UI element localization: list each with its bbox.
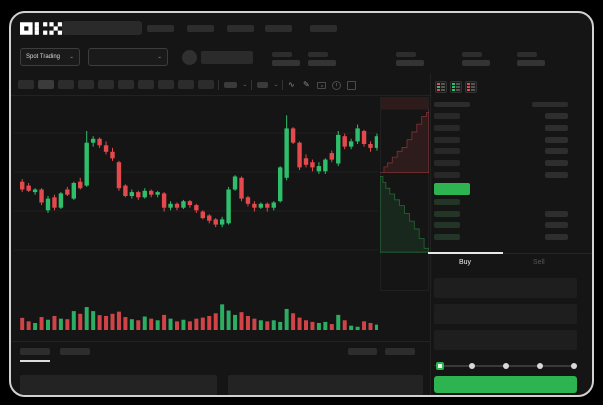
- chevron-down-icon: ⌄: [156, 54, 162, 60]
- fullscreen-icon[interactable]: [347, 81, 356, 90]
- nav-item-1[interactable]: [147, 25, 174, 32]
- stat-label-2: [308, 52, 328, 57]
- coin-icon: [182, 50, 197, 65]
- ask-amount-6: [545, 172, 568, 178]
- ask-price-6: [434, 172, 460, 178]
- slider-handle[interactable]: [436, 362, 444, 370]
- bottom-action-1[interactable]: [348, 348, 377, 355]
- market-type-selector[interactable]: Spot Trading ⌄: [20, 48, 80, 66]
- book-asks-icon[interactable]: [465, 81, 477, 93]
- bottom-tab-2[interactable]: [60, 348, 90, 355]
- bid-amount-3: [545, 222, 568, 229]
- bid-price-1: [434, 199, 460, 205]
- order-field-1[interactable]: [434, 278, 577, 298]
- ask-price-5: [434, 160, 460, 167]
- stat-value-2: [308, 60, 336, 66]
- interval-button-2[interactable]: [38, 80, 54, 89]
- stat-label-4: [462, 52, 482, 57]
- tab-buy[interactable]: Buy: [459, 259, 472, 266]
- nav-item-2[interactable]: [187, 25, 214, 32]
- bid-amount-2: [545, 210, 568, 217]
- ask-amount-3: [545, 136, 568, 143]
- ask-price-2: [434, 124, 460, 131]
- bid-price-4: [434, 233, 460, 240]
- ask-amount-2: [545, 124, 568, 131]
- orderbook-col-amount: [532, 102, 568, 107]
- order-field-2[interactable]: [434, 304, 577, 324]
- buy-submit-button[interactable]: [434, 376, 577, 393]
- interval-button-6[interactable]: [118, 80, 134, 89]
- slider-stop-50[interactable]: [503, 363, 509, 369]
- nav-item-5[interactable]: [310, 25, 337, 32]
- candlestick-chart[interactable]: [14, 99, 378, 345]
- bottom-tab-1[interactable]: [20, 348, 50, 355]
- stat-value-3: [396, 60, 424, 66]
- orderbook-col-price: [434, 102, 470, 107]
- stat-label-1: [272, 52, 292, 57]
- okx-logo: [20, 22, 62, 35]
- header-search-placeholder[interactable]: [62, 21, 142, 35]
- app-window: Spot Trading ⌄ ⌄ ⌄ ⌄ ∿ ✎ Buy Sell: [9, 11, 594, 397]
- interval-button-7[interactable]: [138, 80, 154, 89]
- pair-selector[interactable]: ⌄: [88, 48, 168, 66]
- chevron-down-icon[interactable]: ⌄: [273, 81, 279, 88]
- book-bids-icon[interactable]: [450, 81, 462, 93]
- indicator-dropdown[interactable]: [224, 82, 237, 88]
- interval-button-9[interactable]: [178, 80, 194, 89]
- interval-button-1[interactable]: [18, 80, 34, 89]
- nav-item-3[interactable]: [227, 25, 254, 32]
- wave-icon[interactable]: ∿: [288, 80, 295, 89]
- market-type-label: Spot Trading: [26, 54, 61, 60]
- orderbook-last-price: [434, 183, 470, 195]
- ask-price-3: [434, 136, 460, 143]
- tab-sell[interactable]: Sell: [533, 259, 545, 266]
- camera-icon[interactable]: [317, 82, 326, 89]
- chevron-down-icon: ⌄: [68, 54, 74, 60]
- bottom-action-2[interactable]: [385, 348, 415, 355]
- ask-price-4: [434, 148, 460, 155]
- bottom-panel-left: [20, 375, 217, 395]
- bottom-panel-right: [228, 375, 423, 395]
- slider-stop-75[interactable]: [537, 363, 543, 369]
- ask-amount-4: [545, 148, 568, 155]
- overlay-dropdown[interactable]: [257, 82, 268, 88]
- bid-price-3: [434, 222, 460, 229]
- interval-button-4[interactable]: [78, 80, 94, 89]
- nav-item-4[interactable]: [265, 25, 292, 32]
- chevron-down-icon[interactable]: ⌄: [242, 81, 248, 88]
- stat-value-4: [462, 60, 490, 66]
- stat-value-1: [272, 60, 300, 66]
- stat-value-5: [517, 60, 545, 66]
- slider-stop-100[interactable]: [571, 363, 577, 369]
- interval-button-8[interactable]: [158, 80, 174, 89]
- interval-button-10[interactable]: [198, 80, 214, 89]
- book-combined-icon[interactable]: [435, 81, 447, 93]
- stat-label-5: [517, 52, 537, 57]
- draw-icon[interactable]: ✎: [303, 80, 310, 89]
- pair-price-placeholder: [201, 51, 253, 64]
- ask-amount-1: [545, 113, 568, 119]
- stat-label-3: [396, 52, 416, 57]
- history-icon[interactable]: [332, 81, 341, 90]
- ask-price-1: [434, 113, 460, 119]
- interval-button-3[interactable]: [58, 80, 74, 89]
- bid-price-2: [434, 210, 460, 217]
- order-field-3[interactable]: [434, 330, 577, 350]
- buy-tab-underline: [428, 252, 503, 254]
- ask-amount-5: [545, 160, 568, 167]
- bottom-tab-underline: [20, 360, 50, 362]
- slider-stop-25[interactable]: [469, 363, 475, 369]
- interval-button-5[interactable]: [98, 80, 114, 89]
- depth-chart: [380, 97, 429, 291]
- bid-amount-4: [545, 233, 568, 240]
